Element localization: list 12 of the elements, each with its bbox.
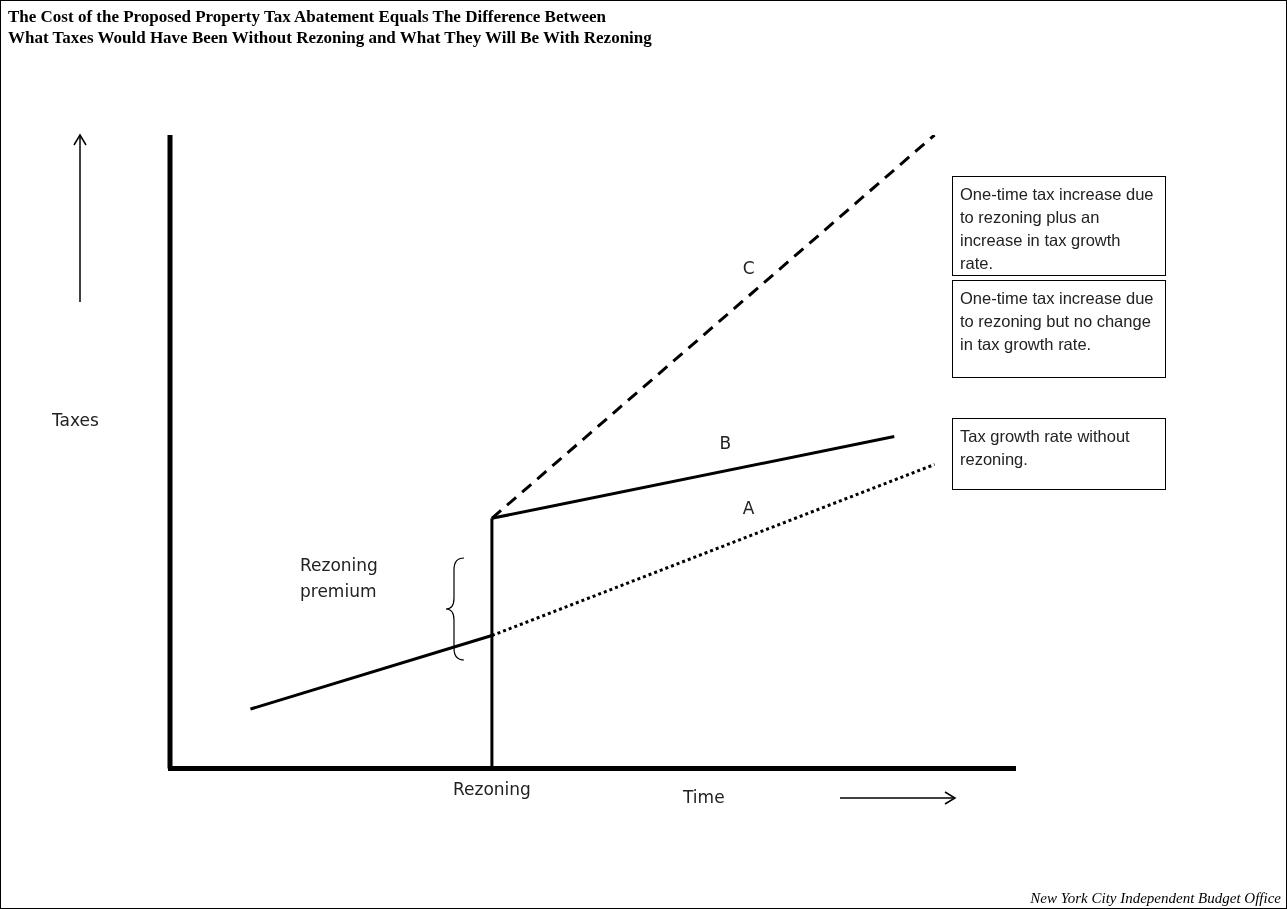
series-label: C: [742, 257, 755, 278]
annotation: Rezoning premium: [300, 554, 379, 603]
text: New York City Independent Budget Office: [1030, 890, 1281, 907]
text: Rezoning: [452, 778, 531, 799]
annotation: Tax growth rate without rezoning.: [952, 418, 1166, 490]
annotation: One-time tax increase due to rezoning plus an increase in tax growth rate.: [952, 176, 1166, 276]
y-axis-title: Taxes: [52, 410, 99, 430]
series-label: B: [719, 432, 732, 453]
chart-title: The Cost of the Proposed Property Tax Abatement Equals The Difference Between What Taxes Would Have Been Without Rezoning and What They Will Be With Rezoning: [8, 6, 652, 48]
annotation: One-time tax increase due to rezoning but no change in tax growth rate.: [952, 280, 1166, 378]
x-axis-title: Time: [683, 787, 725, 807]
series-label: A: [742, 498, 755, 519]
